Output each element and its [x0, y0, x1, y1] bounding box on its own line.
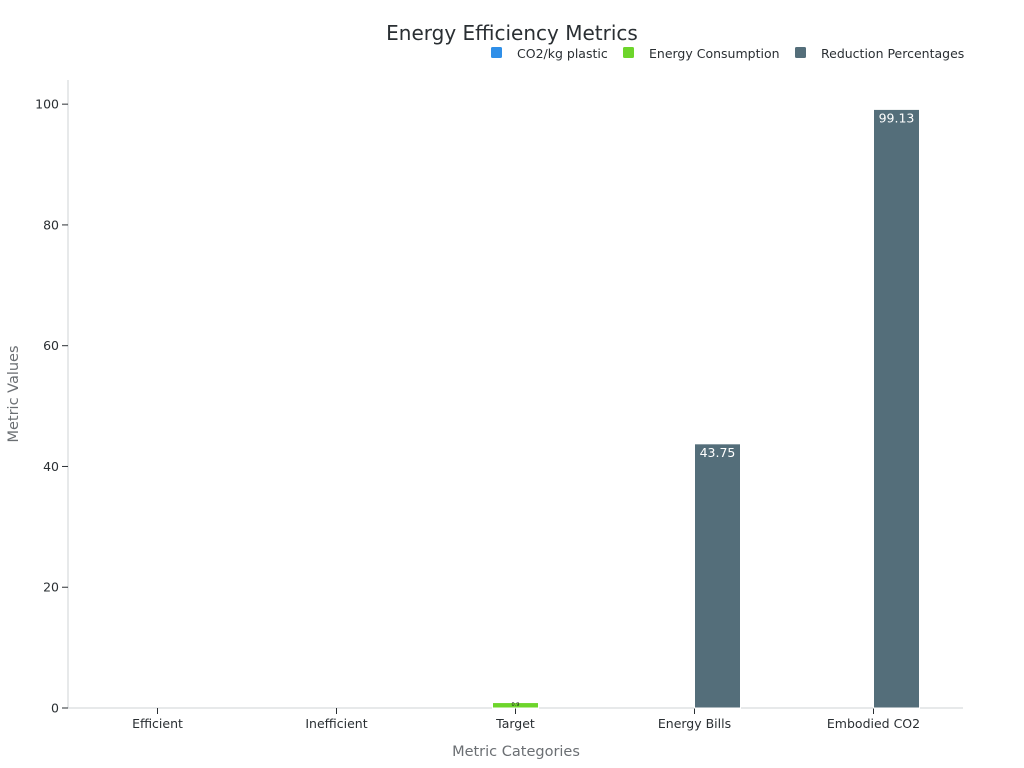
- bars: [492, 108, 920, 709]
- bar: [873, 108, 920, 709]
- legend-swatch: [795, 47, 806, 58]
- x-tick-label: Efficient: [132, 716, 183, 731]
- x-tick-label: Target: [495, 716, 535, 731]
- x-axis-title: Metric Categories: [452, 744, 580, 760]
- y-axis-ticks: 0 20 40 60 80 100: [35, 97, 68, 716]
- bar: [694, 443, 741, 709]
- x-tick-label: Inefficient: [305, 716, 367, 731]
- y-tick-label: 60: [43, 338, 59, 353]
- legend: CO2/kg plastic Energy Consumption Reductio…: [491, 46, 964, 61]
- y-tick-label: 80: [43, 217, 59, 232]
- data-labels: 0.9 43.75 99.13: [512, 110, 915, 708]
- data-label: 0.9: [512, 702, 520, 708]
- y-axis-title: Metric Values: [6, 345, 22, 442]
- x-axis-ticks: Efficient Inefficient Target Energy Bills Em…: [132, 708, 920, 731]
- y-tick-label: 20: [43, 580, 59, 595]
- y-tick-label: 100: [35, 97, 59, 112]
- legend-swatch: [491, 47, 502, 58]
- legend-swatch: [623, 47, 634, 58]
- legend-label: CO2/kg plastic: [517, 46, 608, 61]
- y-tick-label: 0: [51, 701, 59, 716]
- y-tick-label: 40: [43, 459, 59, 474]
- chart-title: Energy Efficiency Metrics: [386, 21, 638, 45]
- data-label: 99.13: [879, 110, 915, 125]
- x-tick-label: Energy Bills: [658, 716, 731, 731]
- data-label: 43.75: [700, 445, 736, 460]
- x-tick-label: Embodied CO2: [827, 716, 920, 731]
- legend-label: Reduction Percentages: [821, 46, 964, 61]
- bar: [492, 702, 539, 709]
- legend-label: Energy Consumption: [649, 46, 780, 61]
